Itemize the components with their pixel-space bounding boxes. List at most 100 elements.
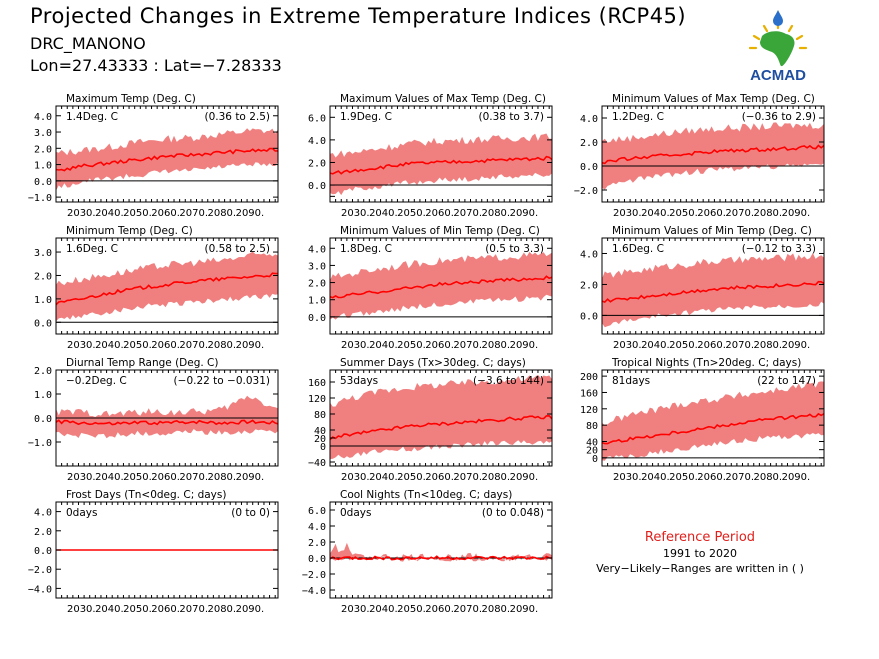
likely-range-band [330, 251, 552, 320]
range-label: (22 to 147) [757, 375, 816, 387]
y-tick-label: 2.0 [308, 158, 326, 169]
y-tick-label: −2.0 [28, 565, 52, 576]
x-tick-label: 2060. [697, 472, 726, 483]
y-tick-label: 1.0 [308, 296, 326, 307]
x-tick-label: 2060. [425, 208, 454, 219]
mean-change-label: 1.4Deg. C [66, 111, 118, 123]
range-label: (−0.12 to 3.3) [742, 243, 816, 255]
y-tick-label: 0.0 [580, 311, 598, 322]
chart-title: Minimum Values of Max Temp (Deg. C) [612, 93, 815, 105]
range-label: (−0.36 to 2.9) [742, 111, 816, 123]
mean-change-label: 1.2Deg. C [612, 111, 664, 123]
x-tick-label: 2040. [95, 208, 124, 219]
x-tick-label: 2050. [669, 208, 698, 219]
x-tick-label: 2050. [669, 340, 698, 351]
y-tick-label: 2.0 [34, 366, 52, 377]
y-tick-label: 0 [320, 442, 326, 453]
x-tick-label: 2030. [613, 208, 642, 219]
x-tick-label: 2090. [236, 472, 265, 483]
y-tick-label: 1.0 [34, 161, 52, 172]
range-label: (0.38 to 3.7) [479, 111, 545, 123]
x-tick-label: 2080. [481, 208, 510, 219]
x-tick-label: 2070. [179, 472, 208, 483]
plot-frame [55, 105, 279, 203]
y-tick-label: 4.0 [34, 508, 52, 519]
reference-period: 1991 to 2020 [662, 547, 738, 560]
x-tick-label: 2040. [95, 340, 124, 351]
plot-frame [601, 105, 825, 203]
y-tick-label: −4.0 [302, 586, 326, 597]
acmad-logo: ACMAD [748, 10, 808, 84]
y-tick-label: 80 [314, 410, 326, 421]
mean-change-line [329, 555, 553, 561]
x-tick-label: 2090. [510, 604, 539, 615]
range-label: (−0.22 to −0.031) [174, 375, 270, 387]
likely-range-band [56, 395, 278, 439]
y-tick-label: 20 [586, 446, 598, 457]
mean-change-line [329, 155, 553, 175]
mean-change-label: 1.8Deg. C [340, 243, 392, 255]
x-tick-label: 2030. [67, 208, 96, 219]
range-label: (0.5 to 3.3) [485, 243, 544, 255]
y-tick-label: 20 [314, 434, 326, 445]
y-tick-label: −2.0 [302, 570, 326, 581]
x-tick-label: 2080. [207, 340, 236, 351]
y-tick-label: 6.0 [308, 113, 326, 124]
x-tick-label: 2070. [453, 340, 482, 351]
chart-title: Minimum Temp (Deg. C) [66, 225, 193, 237]
x-tick-label: 2090. [236, 340, 265, 351]
y-tick-label: 40 [586, 437, 598, 448]
chart-title: Diurnal Temp Range (Deg. C) [66, 357, 218, 369]
chart-panel: 0.0 2.0 4.0 6.0 2030. 2040. 2050. 2060. 2070. 208… [308, 93, 553, 219]
x-tick-label: 2080. [481, 472, 510, 483]
range-label: (−3.6 to 144) [473, 375, 544, 387]
x-tick-label: 2030. [613, 472, 642, 483]
x-tick-label: 2050. [123, 340, 152, 351]
y-tick-label: 4.0 [308, 244, 326, 255]
x-tick-label: 2030. [67, 340, 96, 351]
y-tick-label: −4.0 [28, 584, 52, 595]
mean-change-label: 1.6Deg. C [66, 243, 118, 255]
mean-change-line [329, 275, 553, 299]
chart-panel: 0.0 1.0 2.0 3.0 2030. 2040. 2050. 2060. 2070. 208… [34, 225, 279, 351]
x-tick-label: 2040. [95, 472, 124, 483]
y-tick-label: 4.0 [580, 114, 598, 125]
x-tick-label: 2050. [123, 604, 152, 615]
range-label: (0 to 0.048) [482, 507, 544, 519]
plot-frame [601, 369, 825, 467]
x-tick-label: 2080. [481, 604, 510, 615]
likely-range-band [602, 381, 824, 461]
chart-title: Frost Days (Tn<0deg. C; days) [66, 489, 226, 501]
x-tick-label: 2060. [425, 340, 454, 351]
x-tick-label: 2070. [179, 340, 208, 351]
y-tick-label: 4.0 [34, 112, 52, 123]
mean-change-line [55, 147, 279, 172]
reference-period-box: Reference Period 1991 to 2020 Very−Likel… [580, 530, 820, 575]
reference-note: Very−Likely−Ranges are written in ( ) [596, 562, 804, 575]
water-drop-icon [773, 10, 783, 26]
x-tick-label: 2030. [341, 208, 370, 219]
x-tick-label: 2090. [510, 208, 539, 219]
chart-title: Minimum Values of Min Temp (Deg. C) [340, 225, 540, 237]
chart-title: Maximum Values of Max Temp (Deg. C) [340, 93, 546, 105]
chart-title: Cool Nights (Tn<10deg. C; days) [340, 489, 512, 501]
likely-range-band [330, 374, 552, 460]
x-tick-label: 2090. [236, 604, 265, 615]
x-tick-label: 2070. [179, 208, 208, 219]
x-tick-label: 2070. [453, 604, 482, 615]
y-tick-label: 120 [308, 394, 326, 405]
mean-change-label: 0days [66, 507, 97, 519]
y-tick-label: 2.0 [34, 271, 52, 282]
y-tick-label: 2.0 [580, 280, 598, 291]
y-tick-label: 0.0 [34, 177, 52, 188]
x-tick-label: 2030. [613, 340, 642, 351]
logo-text: ACMAD [750, 67, 806, 84]
y-tick-label: 40 [314, 426, 326, 437]
x-tick-label: 2050. [397, 472, 426, 483]
y-tick-label: −1.0 [28, 193, 52, 204]
y-tick-label: 3.0 [308, 261, 326, 272]
x-tick-label: 2080. [207, 604, 236, 615]
y-tick-label: 6.0 [308, 506, 326, 517]
